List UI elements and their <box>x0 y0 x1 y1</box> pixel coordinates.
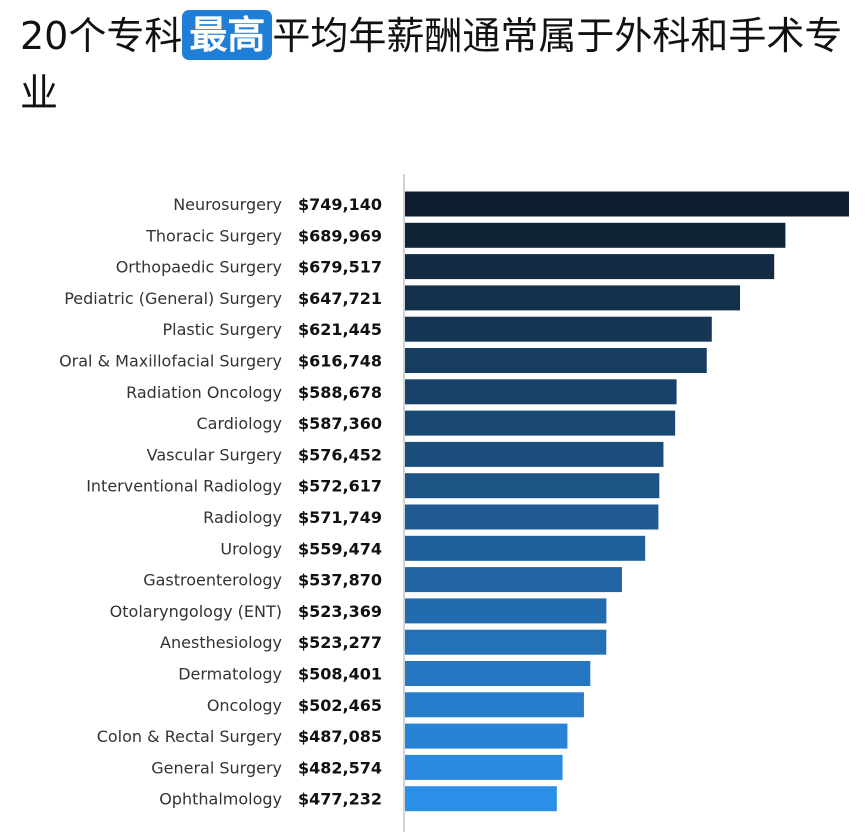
bar <box>405 441 664 467</box>
bar <box>405 598 607 624</box>
value-label: $679,517 <box>298 258 382 277</box>
value-label: $487,085 <box>298 727 382 746</box>
value-label: $508,401 <box>298 665 382 684</box>
category-label: General Surgery <box>151 758 282 777</box>
bar <box>405 254 775 280</box>
value-label: $571,749 <box>298 508 382 527</box>
bar <box>405 629 607 655</box>
bar <box>405 504 659 530</box>
bar <box>405 316 712 342</box>
category-label: Anesthesiology <box>160 633 282 652</box>
value-label: $572,617 <box>298 477 382 496</box>
headline: 20个专科 最高 平均年薪酬通常属于外科和手术专业 <box>20 8 855 122</box>
category-label: Pediatric (General) Surgery <box>64 289 282 308</box>
category-label: Plastic Surgery <box>163 320 282 339</box>
bar <box>405 723 568 749</box>
value-label: $621,445 <box>298 320 382 339</box>
salary-bar-chart: Neurosurgery $749,140 Thoracic Surgery $689… <box>59 174 849 832</box>
category-label: Interventional Radiology <box>86 477 282 496</box>
category-label: Urology <box>220 539 282 558</box>
value-label: $616,748 <box>298 352 382 371</box>
category-label: Vascular Surgery <box>147 445 282 464</box>
value-label: $587,360 <box>298 414 382 433</box>
value-label: $689,969 <box>298 226 382 245</box>
value-label: $749,140 <box>298 195 382 214</box>
category-label: Dermatology <box>178 665 282 684</box>
value-label: $502,465 <box>298 696 382 715</box>
category-label: Radiation Oncology <box>126 383 282 402</box>
value-label: $576,452 <box>298 445 382 464</box>
value-label: $537,870 <box>298 571 382 590</box>
value-label: $559,474 <box>298 539 382 558</box>
bar <box>405 535 646 561</box>
bar <box>405 191 849 217</box>
category-label: Thoracic Surgery <box>145 226 282 245</box>
category-label: Colon & Rectal Surgery <box>97 727 282 746</box>
category-label: Radiology <box>203 508 282 527</box>
headline-suffix: 平均年薪酬通常属于外科和手术专业 <box>20 14 843 115</box>
category-label: Oral & Maxillofacial Surgery <box>59 352 282 371</box>
value-label: $588,678 <box>298 383 382 402</box>
bar <box>405 692 584 718</box>
bar <box>405 348 707 373</box>
value-label: $477,232 <box>298 790 382 809</box>
category-label: Cardiology <box>196 414 282 433</box>
headline-prefix: 20个专科 <box>20 14 183 58</box>
bar <box>405 567 622 593</box>
category-label: Gastroenterology <box>143 571 282 590</box>
bar <box>405 379 677 405</box>
bar <box>405 285 741 311</box>
category-label: Oncology <box>207 696 282 715</box>
value-label: $482,574 <box>298 758 382 777</box>
category-label: Orthopaedic Surgery <box>116 258 282 277</box>
category-label: Otolaryngology (ENT) <box>110 602 282 621</box>
bar <box>405 473 660 499</box>
headline-highlight: 最高 <box>182 10 273 60</box>
bar <box>405 661 591 686</box>
value-label: $523,277 <box>298 633 382 652</box>
bar <box>405 410 676 436</box>
value-label: $523,369 <box>298 602 382 621</box>
category-label: Neurosurgery <box>173 195 282 214</box>
value-label: $647,721 <box>298 289 382 308</box>
bar <box>405 222 786 248</box>
bar <box>405 786 557 812</box>
category-label: Ophthalmology <box>159 790 282 809</box>
bar <box>405 754 563 780</box>
